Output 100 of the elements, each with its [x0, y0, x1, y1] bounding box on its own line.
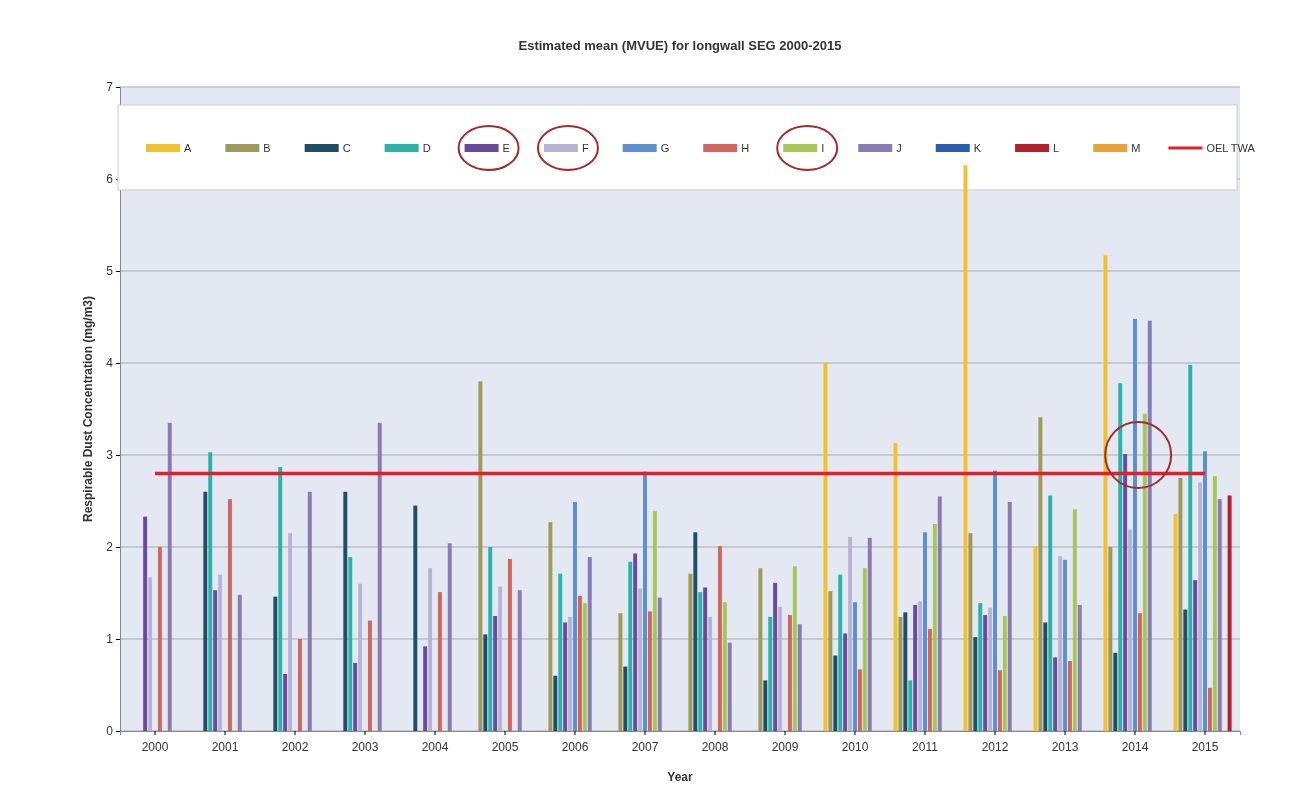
- bar: [657, 597, 662, 731]
- y-tick-label: 4: [106, 356, 114, 371]
- x-tick-label: 2007: [631, 740, 659, 755]
- bar: [833, 655, 838, 731]
- bar: [1118, 383, 1123, 731]
- legend-label: B: [263, 142, 271, 154]
- bar: [968, 533, 973, 731]
- bar: [573, 501, 577, 731]
- legend-label: D: [422, 142, 431, 154]
- bar: [973, 637, 978, 731]
- legend-label: M: [1131, 142, 1141, 154]
- x-tick-label: 2000: [141, 740, 169, 755]
- x-tick-label: 2011: [912, 740, 939, 755]
- bar: [997, 670, 1002, 731]
- bar: [828, 591, 833, 731]
- bar: [478, 381, 483, 731]
- bar: [843, 633, 848, 731]
- bar: [693, 532, 698, 731]
- bar: [988, 607, 993, 731]
- bar: [428, 568, 433, 731]
- bar: [1137, 613, 1142, 731]
- bar: [1038, 417, 1043, 731]
- legend-label: E: [502, 142, 510, 154]
- x-tick-label: 2012: [981, 740, 1009, 755]
- bar: [698, 592, 703, 731]
- bar: [493, 616, 498, 731]
- legend-label: L: [1053, 142, 1060, 154]
- bar: [1108, 547, 1113, 731]
- legend-label: H: [741, 142, 750, 154]
- bar: [923, 532, 927, 731]
- bar: [507, 558, 512, 731]
- bar: [558, 573, 563, 731]
- legend-label: A: [184, 142, 192, 154]
- bar: [1203, 451, 1207, 731]
- x-tick-label: 2003: [351, 740, 379, 755]
- x-tick-label: 2002: [281, 740, 309, 755]
- bar: [983, 615, 988, 731]
- bar: [227, 499, 232, 731]
- bar: [423, 646, 428, 731]
- legend-label: F: [581, 142, 589, 154]
- bar: [273, 596, 278, 731]
- bar: [1133, 318, 1137, 731]
- bar: [688, 573, 693, 731]
- x-axis-title: Year: [667, 770, 694, 784]
- bar: [618, 613, 623, 731]
- bar: [1077, 604, 1082, 731]
- bar: [1147, 320, 1152, 731]
- legend-label: J: [896, 142, 902, 154]
- bar: [1007, 501, 1012, 731]
- bar: [628, 561, 633, 731]
- bar: [708, 616, 713, 731]
- bar: [577, 595, 582, 731]
- bar: [307, 491, 312, 731]
- bar: [867, 537, 872, 731]
- x-tick-label: 2015: [1191, 740, 1219, 755]
- bar: [283, 673, 288, 731]
- y-tick-label: 2: [106, 540, 114, 555]
- bar: [898, 616, 903, 731]
- bar: [343, 491, 348, 731]
- y-tick-label: 3: [106, 448, 114, 463]
- bar: [703, 587, 708, 731]
- bar: [932, 524, 937, 731]
- bar: [647, 611, 652, 731]
- bar: [778, 606, 783, 731]
- bar: [853, 602, 857, 731]
- bar: [237, 594, 242, 731]
- bar: [1217, 499, 1222, 731]
- bar: [1227, 495, 1232, 731]
- bar: [377, 422, 382, 731]
- bar: [1207, 687, 1212, 731]
- bar: [722, 602, 727, 731]
- bar: [717, 546, 722, 731]
- bar: [913, 604, 918, 731]
- bar: [278, 466, 283, 731]
- bar: [1142, 413, 1147, 731]
- bar: [1188, 364, 1193, 731]
- bar: [1072, 509, 1077, 731]
- y-tick-label: 1: [106, 632, 114, 647]
- bar: [768, 616, 773, 731]
- bar: [148, 577, 153, 731]
- x-tick-label: 2010: [841, 740, 869, 755]
- bar: [638, 588, 643, 731]
- bar: [797, 624, 802, 731]
- bar: [218, 574, 223, 731]
- bar: [297, 639, 302, 731]
- bar: [413, 505, 418, 731]
- bar: [1178, 478, 1183, 731]
- bar: [1058, 556, 1063, 731]
- bar: [978, 603, 983, 731]
- legend-label: C: [342, 142, 351, 154]
- bar: [1128, 529, 1133, 731]
- chart-title: Estimated mean (MVUE) for longwall SEG 2000-2015: [518, 38, 842, 53]
- y-tick-label: 0: [106, 724, 114, 739]
- bar: [1183, 609, 1188, 731]
- bar: [587, 557, 592, 731]
- bar: [787, 615, 792, 731]
- x-tick-label: 2009: [771, 740, 799, 755]
- x-tick-label: 2013: [1051, 740, 1079, 755]
- legend-label: K: [973, 142, 982, 154]
- bar: [517, 590, 522, 731]
